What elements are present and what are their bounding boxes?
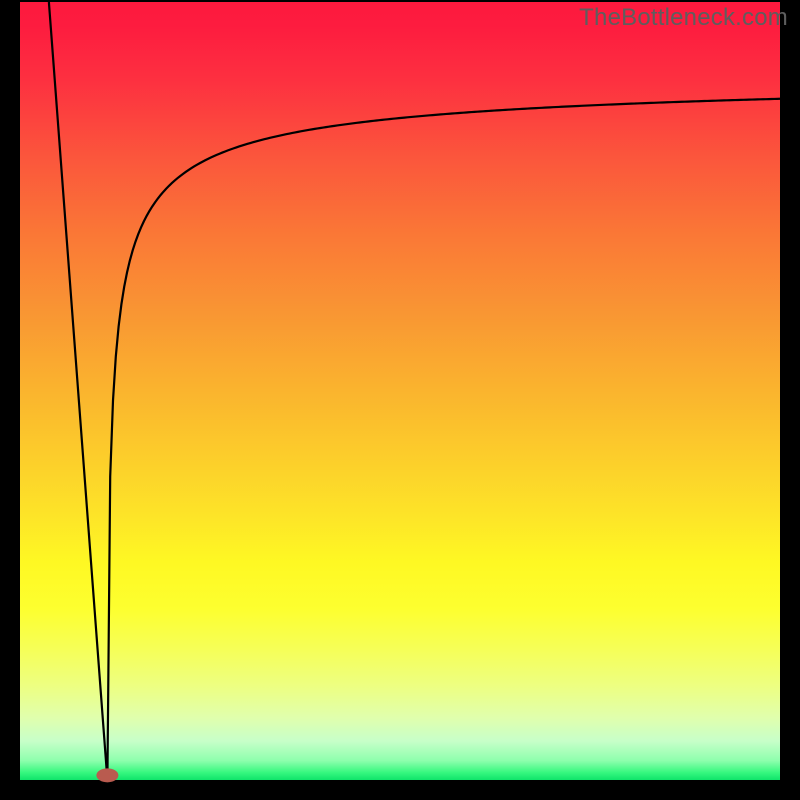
chart-container: TheBottleneck.com xyxy=(0,0,800,800)
watermark-text: TheBottleneck.com xyxy=(579,4,788,32)
bottleneck-chart xyxy=(0,0,800,800)
minimum-marker xyxy=(96,768,118,782)
